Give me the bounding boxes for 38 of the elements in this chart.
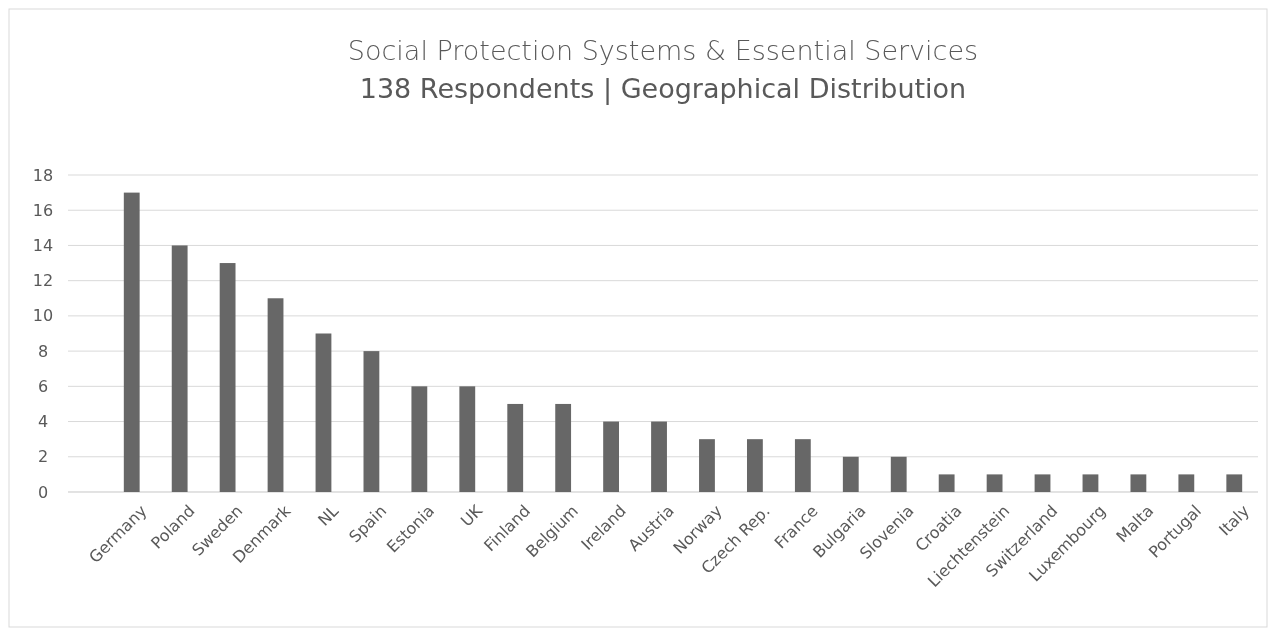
bar bbox=[171, 245, 188, 492]
bar bbox=[411, 386, 428, 492]
bar bbox=[603, 421, 619, 492]
bar bbox=[555, 403, 572, 492]
y-tick-label: 18 bbox=[32, 165, 54, 185]
bar bbox=[267, 298, 284, 492]
bar bbox=[507, 403, 524, 492]
bar bbox=[219, 263, 236, 492]
bar bbox=[1082, 474, 1099, 492]
bar bbox=[986, 474, 1003, 492]
bar bbox=[1034, 474, 1051, 492]
bar bbox=[1130, 474, 1147, 492]
y-tick-label: 4 bbox=[37, 412, 49, 432]
y-tick-label: 14 bbox=[32, 236, 54, 256]
bar bbox=[699, 439, 715, 492]
chart-subtitle: 138 Respondents | Geographical Distribution bbox=[359, 73, 967, 105]
y-tick-label: 12 bbox=[32, 271, 54, 291]
bar bbox=[1178, 474, 1195, 492]
y-tick-label: 0 bbox=[37, 482, 49, 502]
bar bbox=[938, 474, 955, 492]
x-tick-label: UK bbox=[456, 500, 487, 531]
bar bbox=[1226, 474, 1243, 492]
bar bbox=[747, 439, 763, 492]
bar bbox=[363, 351, 380, 492]
y-tick-label: 10 bbox=[32, 306, 54, 326]
y-tick-label: 8 bbox=[37, 341, 49, 361]
bar bbox=[123, 192, 140, 492]
y-tick-label: 6 bbox=[37, 376, 49, 396]
x-tick-label: NL bbox=[314, 501, 343, 530]
y-tick-label: 2 bbox=[37, 447, 49, 467]
bar bbox=[459, 386, 476, 492]
bar bbox=[890, 456, 907, 492]
bar bbox=[842, 456, 859, 492]
bar bbox=[794, 439, 811, 492]
chart-title: Social Protection Systems & Essential Services bbox=[347, 35, 979, 66]
bar bbox=[651, 421, 667, 492]
bar bbox=[315, 333, 332, 492]
y-tick-label: 16 bbox=[32, 200, 54, 220]
